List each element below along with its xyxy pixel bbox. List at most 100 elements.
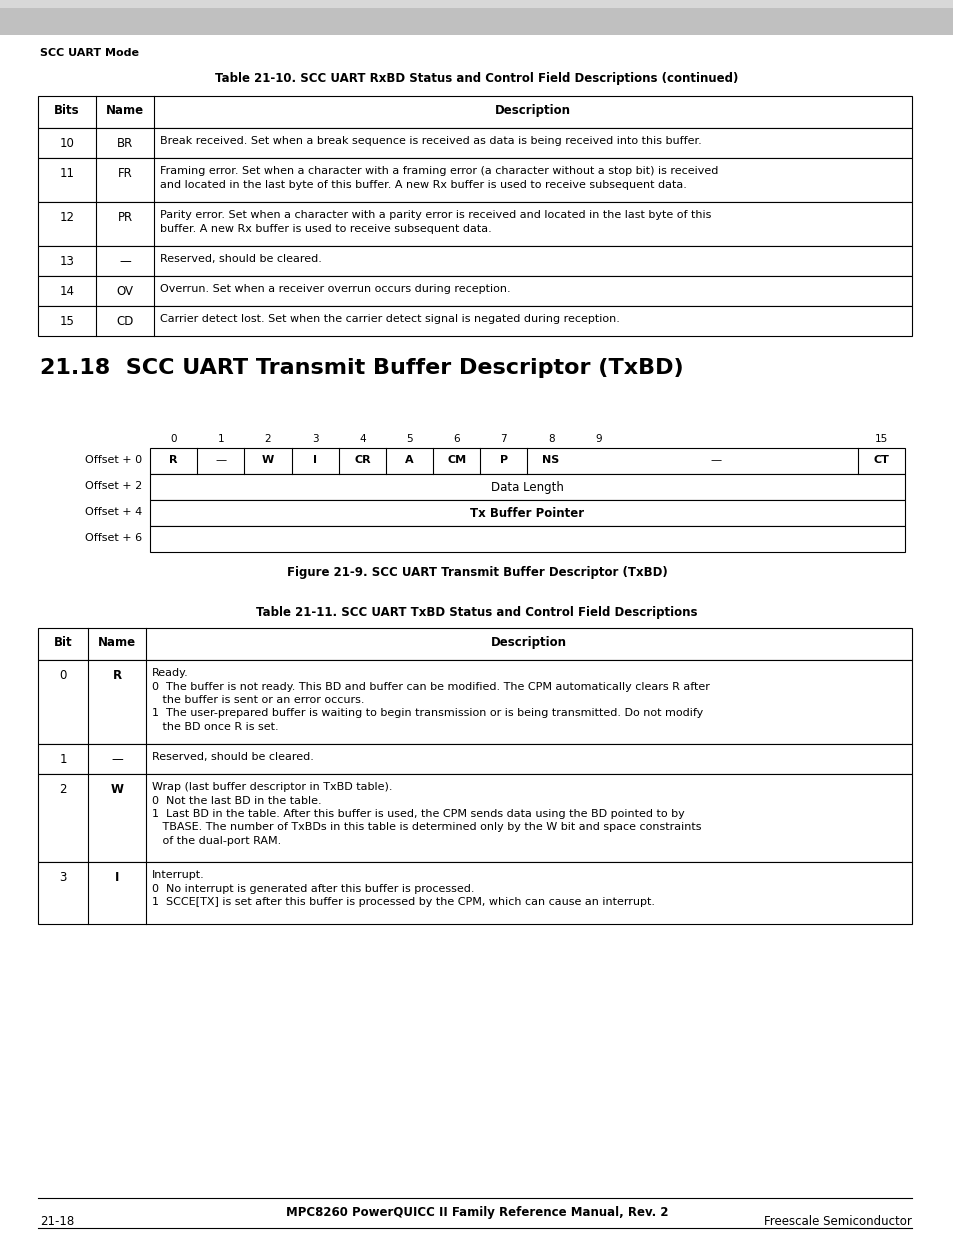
Text: and located in the last byte of this buffer. A new Rx buffer is used to receive : and located in the last byte of this buf…: [160, 179, 686, 189]
Text: Ready.: Ready.: [152, 668, 189, 678]
Text: 2: 2: [59, 783, 67, 797]
Text: buffer. A new Rx buffer is used to receive subsequent data.: buffer. A new Rx buffer is used to recei…: [160, 224, 491, 233]
Text: Wrap (last buffer descriptor in TxBD table).: Wrap (last buffer descriptor in TxBD tab…: [152, 782, 392, 792]
Text: SCC UART Mode: SCC UART Mode: [40, 48, 139, 58]
Text: 3: 3: [59, 871, 67, 884]
Text: 21-18: 21-18: [40, 1215, 74, 1228]
Text: Framing error. Set when a character with a framing error (a character without a : Framing error. Set when a character with…: [160, 165, 718, 177]
Bar: [150, 526, 904, 552]
Text: Name: Name: [106, 104, 144, 117]
Text: P: P: [499, 454, 507, 466]
Text: BR: BR: [117, 137, 133, 149]
Text: —: —: [119, 254, 131, 268]
Text: Offset + 6: Offset + 6: [85, 534, 142, 543]
Bar: [38, 306, 911, 336]
Text: Table 21-10. SCC UART RxBD Status and Control Field Descriptions (continued): Table 21-10. SCC UART RxBD Status and Co…: [215, 72, 738, 85]
Text: 0: 0: [171, 433, 176, 445]
Text: 7: 7: [500, 433, 507, 445]
Bar: [150, 500, 904, 526]
Text: 15: 15: [874, 433, 887, 445]
Bar: [38, 629, 911, 659]
Bar: [38, 203, 911, 246]
Text: Reserved, should be cleared.: Reserved, should be cleared.: [160, 254, 321, 264]
Text: 0: 0: [59, 669, 67, 682]
Text: Offset + 0: Offset + 0: [85, 454, 142, 466]
Text: 4: 4: [358, 433, 365, 445]
Text: 0  The buffer is not ready. This BD and buffer can be modified. The CPM automati: 0 The buffer is not ready. This BD and b…: [152, 682, 709, 692]
Text: 5: 5: [406, 433, 413, 445]
Text: Carrier detect lost. Set when the carrier detect signal is negated during recept: Carrier detect lost. Set when the carrie…: [160, 314, 619, 324]
Text: 11: 11: [59, 167, 74, 180]
Bar: [38, 275, 911, 306]
Text: 6: 6: [453, 433, 459, 445]
Text: CR: CR: [354, 454, 371, 466]
Text: 0  No interrupt is generated after this buffer is processed.: 0 No interrupt is generated after this b…: [152, 883, 474, 893]
Text: of the dual-port RAM.: of the dual-port RAM.: [152, 836, 281, 846]
Text: Freescale Semiconductor: Freescale Semiconductor: [763, 1215, 911, 1228]
Text: the buffer is sent or an error occurs.: the buffer is sent or an error occurs.: [152, 695, 364, 705]
Text: OV: OV: [116, 285, 133, 298]
Bar: [38, 659, 911, 743]
Text: TBASE. The number of TxBDs in this table is determined only by the W bit and spa: TBASE. The number of TxBDs in this table…: [152, 823, 700, 832]
Text: 1  The user-prepared buffer is waiting to begin transmission or is being transmi: 1 The user-prepared buffer is waiting to…: [152, 709, 702, 719]
Text: —: —: [111, 753, 123, 766]
Text: —: —: [215, 454, 226, 466]
Text: 1  Last BD in the table. After this buffer is used, the CPM sends data using the: 1 Last BD in the table. After this buffe…: [152, 809, 684, 819]
Text: 12: 12: [59, 211, 74, 224]
Text: W: W: [111, 783, 123, 797]
Bar: [38, 774, 911, 862]
Text: 1  SCCE[TX] is set after this buffer is processed by the CPM, which can cause an: 1 SCCE[TX] is set after this buffer is p…: [152, 897, 655, 906]
Bar: [38, 128, 911, 158]
Text: Offset + 4: Offset + 4: [85, 508, 142, 517]
Text: 14: 14: [59, 285, 74, 298]
Text: Interrupt.: Interrupt.: [152, 869, 205, 881]
Text: 0  Not the last BD in the table.: 0 Not the last BD in the table.: [152, 795, 321, 805]
Text: W: W: [261, 454, 274, 466]
Text: Bit: Bit: [53, 636, 72, 650]
Text: PR: PR: [117, 211, 132, 224]
Text: CT: CT: [873, 454, 888, 466]
Text: Table 21-11. SCC UART TxBD Status and Control Field Descriptions: Table 21-11. SCC UART TxBD Status and Co…: [256, 606, 697, 619]
Text: Description: Description: [491, 636, 566, 650]
Text: Break received. Set when a break sequence is received as data is being received : Break received. Set when a break sequenc…: [160, 136, 701, 146]
Text: —: —: [710, 454, 721, 466]
Text: A: A: [405, 454, 414, 466]
Text: Data Length: Data Length: [491, 480, 563, 494]
Text: MPC8260 PowerQUICC II Family Reference Manual, Rev. 2: MPC8260 PowerQUICC II Family Reference M…: [286, 1207, 667, 1219]
Text: 3: 3: [312, 433, 318, 445]
Text: R: R: [112, 669, 121, 682]
Text: Description: Description: [495, 104, 571, 117]
Text: Overrun. Set when a receiver overrun occurs during reception.: Overrun. Set when a receiver overrun occ…: [160, 284, 510, 294]
Text: 1: 1: [217, 433, 224, 445]
Text: Name: Name: [98, 636, 136, 650]
Text: Parity error. Set when a character with a parity error is received and located i: Parity error. Set when a character with …: [160, 210, 711, 220]
Text: 15: 15: [59, 315, 74, 329]
Text: 13: 13: [59, 254, 74, 268]
Bar: [38, 246, 911, 275]
Text: Bits: Bits: [54, 104, 80, 117]
Text: Figure 21-9. SCC UART Transmit Buffer Descriptor (TxBD): Figure 21-9. SCC UART Transmit Buffer De…: [286, 566, 667, 579]
Text: 8: 8: [547, 433, 554, 445]
Text: Tx Buffer Pointer: Tx Buffer Pointer: [470, 508, 584, 520]
Text: I: I: [313, 454, 316, 466]
Bar: [150, 474, 904, 500]
Text: 10: 10: [59, 137, 74, 149]
Text: I: I: [114, 871, 119, 884]
Text: Reserved, should be cleared.: Reserved, should be cleared.: [152, 752, 314, 762]
Text: 2: 2: [264, 433, 271, 445]
Text: CM: CM: [447, 454, 466, 466]
Text: CD: CD: [116, 315, 133, 329]
Bar: [0, 0, 953, 35]
Text: 21.18  SCC UART Transmit Buffer Descriptor (TxBD): 21.18 SCC UART Transmit Buffer Descripto…: [40, 358, 683, 378]
Text: NS: NS: [542, 454, 559, 466]
Text: the BD once R is set.: the BD once R is set.: [152, 722, 278, 732]
Text: Offset + 2: Offset + 2: [85, 480, 142, 492]
Text: FR: FR: [117, 167, 132, 180]
Text: 1: 1: [59, 753, 67, 766]
Bar: [38, 743, 911, 774]
Bar: [38, 158, 911, 203]
Bar: [38, 862, 911, 924]
Bar: [38, 96, 911, 128]
Bar: [150, 448, 904, 474]
Text: 9: 9: [595, 433, 601, 445]
